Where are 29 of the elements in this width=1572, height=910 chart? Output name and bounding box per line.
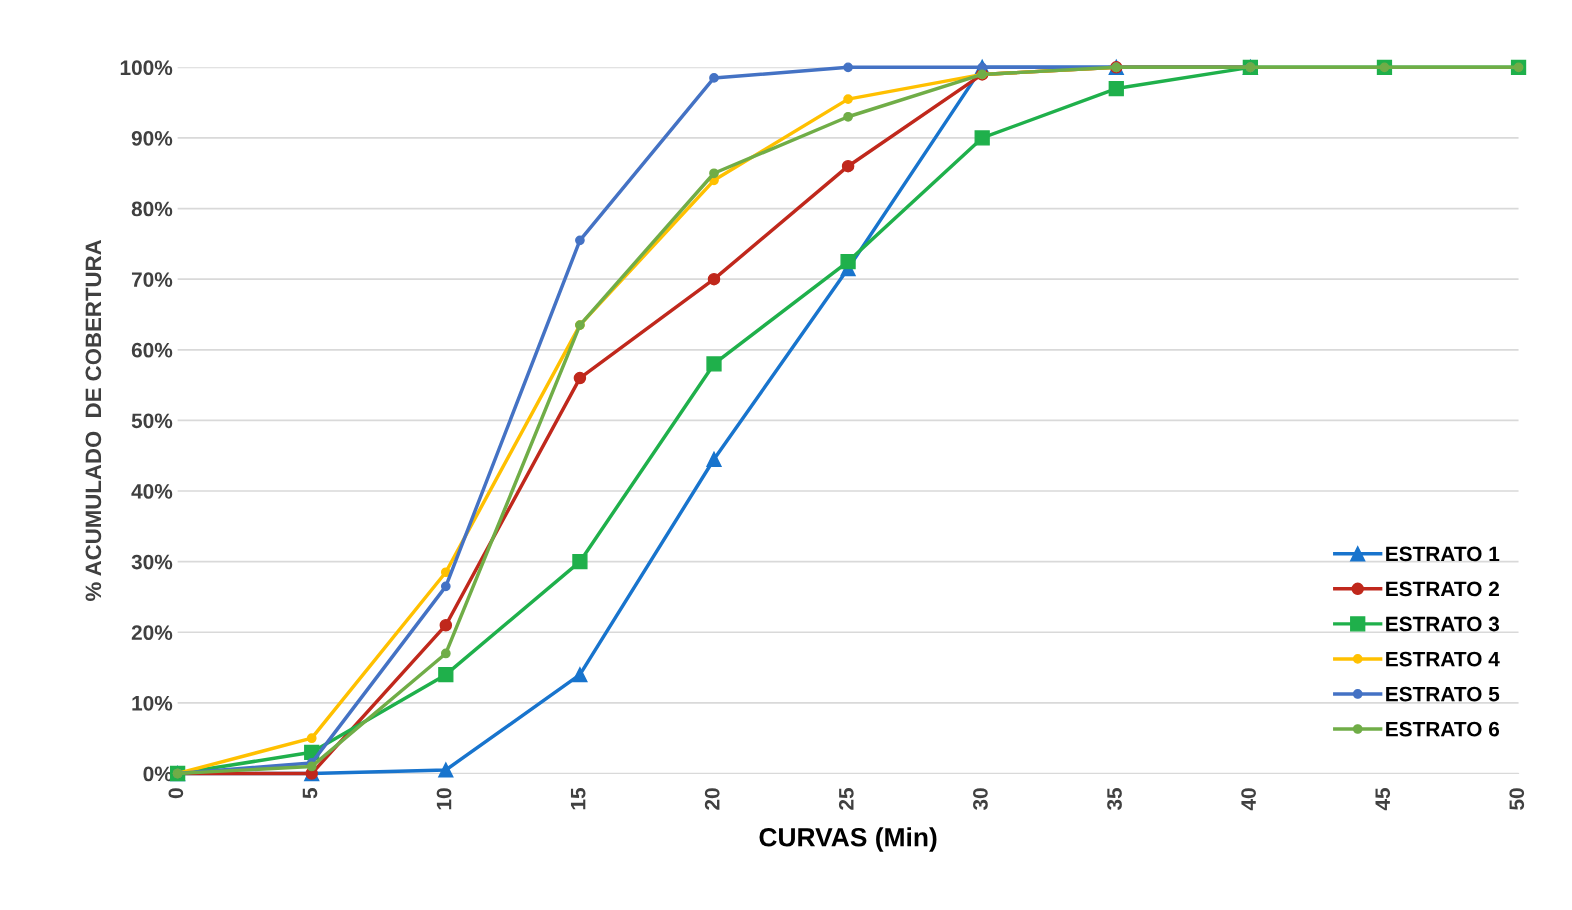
y-tick-label: 10% [132, 695, 173, 711]
x-tick-label: 35 [1107, 787, 1122, 811]
legend-label: ESTRATO 4 [1386, 651, 1500, 667]
y-tick-label: 20% [131, 625, 173, 641]
x-tick-label: 25 [838, 787, 854, 810]
x-tick-label: 40 [1241, 788, 1256, 811]
x-axis-title: CURVAS (Min) [759, 827, 937, 852]
y-tick-label: 100% [120, 60, 173, 76]
y-axis-title: % ACUMULADO DE COBERTURA [85, 239, 102, 601]
legend-label: ESTRATO 6 [1386, 721, 1500, 737]
legend-label: ESTRATO 1 [1386, 546, 1500, 562]
y-tick-label: 30% [131, 554, 173, 570]
legend-label: ESTRATO 3 [1386, 616, 1500, 632]
x-tick-label: 45 [1375, 787, 1391, 811]
legend-label: ESTRATO 2 [1386, 581, 1499, 597]
x-tick-label: 50 [1509, 788, 1525, 810]
x-tick-label: 10 [436, 788, 452, 810]
y-tick-label: 60% [131, 342, 173, 358]
y-tick-label: 80% [131, 201, 173, 217]
y-tick-label: 70% [131, 272, 173, 287]
legend-label: ESTRATO 5 [1386, 686, 1500, 702]
y-tick-label: 40% [131, 484, 173, 499]
x-tick-label: 5 [302, 787, 318, 799]
x-tick-label: 20 [704, 788, 720, 810]
y-tick-label: 90% [131, 130, 173, 146]
x-tick-label: 0 [168, 788, 184, 799]
x-tick-label: 30 [973, 788, 988, 811]
x-tick-label: 15 [570, 787, 586, 810]
y-tick-label: 50% [131, 413, 173, 429]
